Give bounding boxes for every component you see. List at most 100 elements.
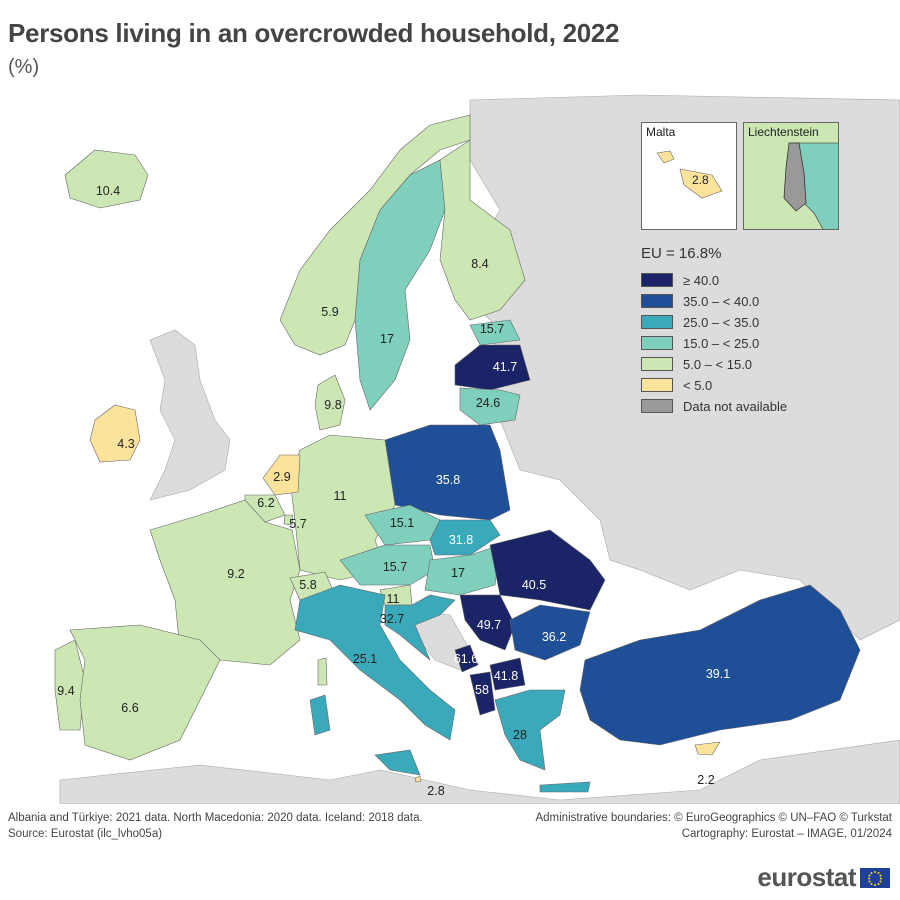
liechtenstein-inset-map <box>744 123 838 229</box>
iceland-region <box>64 149 149 209</box>
liechtenstein-inset: Liechtenstein <box>743 122 839 230</box>
label-bulgaria: 36.2 <box>542 630 566 644</box>
uk <box>149 329 231 501</box>
legend-item: ≥ 40.0 <box>641 270 787 290</box>
credit-boundaries: Administrative boundaries: © EuroGeograp… <box>535 812 892 824</box>
cyprus-region <box>694 741 721 756</box>
legend: EU = 16.8% ≥ 40.0 35.0 – < 40.0 25.0 – <… <box>641 245 787 417</box>
label-austria: 15.7 <box>383 560 407 574</box>
sweden-region <box>354 159 446 411</box>
label-finland: 8.4 <box>471 257 488 271</box>
france-region <box>149 499 301 666</box>
label-slovenia: 11 <box>387 592 400 606</box>
legend-label: 35.0 – < 40.0 <box>683 293 760 309</box>
malta-inset-value: 2.8 <box>692 173 709 187</box>
bulgaria-region <box>509 604 591 661</box>
label-luxembourg: 5.7 <box>289 517 306 531</box>
crete-region <box>539 781 591 793</box>
label-norway: 5.9 <box>321 305 338 319</box>
label-romania: 40.5 <box>522 578 546 592</box>
legend-label: < 5.0 <box>683 377 713 393</box>
label-turkiye: 39.1 <box>706 667 730 681</box>
turkiye-region <box>579 584 861 746</box>
credit-cartography: Cartography: Eurostat – IMAGE, 01/2024 <box>681 828 892 840</box>
legend-item: 25.0 – < 35.0 <box>641 312 787 332</box>
eu-flag-icon <box>860 867 890 888</box>
label-italy: 25.1 <box>353 652 377 666</box>
legend-label: 25.0 – < 35.0 <box>683 314 760 330</box>
sardinia-region <box>309 694 331 736</box>
label-poland: 35.8 <box>436 473 460 487</box>
label-croatia: 32.7 <box>380 612 404 626</box>
legend-label: Data not available <box>683 398 788 414</box>
label-lithuania: 24.6 <box>476 396 500 410</box>
malta-inset: Malta 2.8 <box>641 122 737 230</box>
label-ireland: 4.3 <box>117 437 134 451</box>
label-hungary: 17 <box>451 566 465 580</box>
logo-text: eurostat <box>757 862 856 892</box>
legend-label: 5.0 – < 15.0 <box>683 356 753 372</box>
denmark-region <box>314 374 346 431</box>
label-czechia: 15.1 <box>390 516 414 530</box>
spain-region <box>69 624 221 761</box>
label-estonia: 15.7 <box>480 322 504 336</box>
ireland-region <box>89 404 141 463</box>
malta-inset-map <box>656 150 723 199</box>
label-netherlands: 2.9 <box>273 470 290 484</box>
legend-item: < 5.0 <box>641 375 787 395</box>
luxembourg-region <box>283 514 294 526</box>
label-greece: 28 <box>513 728 527 742</box>
netherlands-region <box>262 454 301 496</box>
non-eu-land-africa <box>59 739 900 804</box>
eurostat-logo: eurostat <box>757 862 890 893</box>
label-belgium: 6.2 <box>257 496 274 510</box>
north-macedonia-region <box>489 657 526 691</box>
label-switzerland: 5.8 <box>299 578 316 592</box>
estonia-region <box>469 319 521 346</box>
footnote-source: Source: Eurostat (ilc_lvho05a) <box>8 828 163 840</box>
label-portugal: 9.4 <box>57 684 74 698</box>
legend-label: 15.0 – < 25.0 <box>683 335 760 351</box>
credits: Administrative boundaries: © EuroGeograp… <box>535 810 892 842</box>
label-spain: 6.6 <box>121 701 138 715</box>
label-montenegro: 61.6 <box>454 652 478 666</box>
legend-item: 35.0 – < 40.0 <box>641 291 787 311</box>
label-latvia: 41.7 <box>493 360 517 374</box>
greece-region <box>494 689 566 771</box>
sicily-region <box>374 749 421 776</box>
label-albania: 58 <box>475 683 489 697</box>
legend-item: 15.0 – < 25.0 <box>641 333 787 353</box>
croatia-region <box>384 594 456 661</box>
slovakia-region <box>429 519 501 556</box>
malta-region <box>414 775 422 783</box>
label-cyprus: 2.2 <box>697 773 714 787</box>
serbia-region <box>459 594 516 651</box>
albania-region <box>469 671 496 716</box>
footnotes: Albania and Türkiye: 2021 data. North Ma… <box>8 810 438 842</box>
label-malta: 2.8 <box>427 784 444 798</box>
label-iceland: 10.4 <box>96 184 120 198</box>
legend-item: Data not available <box>641 396 787 416</box>
footnote-data-years: Albania and Türkiye: 2021 data. North Ma… <box>8 812 423 824</box>
label-north-macedonia: 41.8 <box>494 669 518 683</box>
label-sweden: 17 <box>380 332 394 346</box>
map-title: Persons living in an overcrowded househo… <box>8 18 620 48</box>
legend-item: 5.0 – < 15.0 <box>641 354 787 374</box>
montenegro-region <box>454 644 479 673</box>
lithuania-region <box>459 387 521 426</box>
liechtenstein-inset-name: Liechtenstein <box>748 125 819 139</box>
label-slovakia: 31.8 <box>449 533 473 547</box>
legend-eu-average: EU = 16.8% <box>641 245 722 262</box>
malta-inset-name: Malta <box>646 125 676 139</box>
italy-region <box>294 584 456 741</box>
label-denmark: 9.8 <box>324 398 341 412</box>
latvia-region <box>454 344 531 391</box>
map-subtitle: (%) <box>8 56 40 78</box>
label-france: 9.2 <box>227 567 244 581</box>
corsica-region <box>317 657 328 686</box>
hungary-region <box>424 544 501 596</box>
norway-region <box>279 114 471 356</box>
label-germany: 11 <box>334 489 347 503</box>
finland-region <box>439 139 526 321</box>
romania-region <box>489 529 606 611</box>
